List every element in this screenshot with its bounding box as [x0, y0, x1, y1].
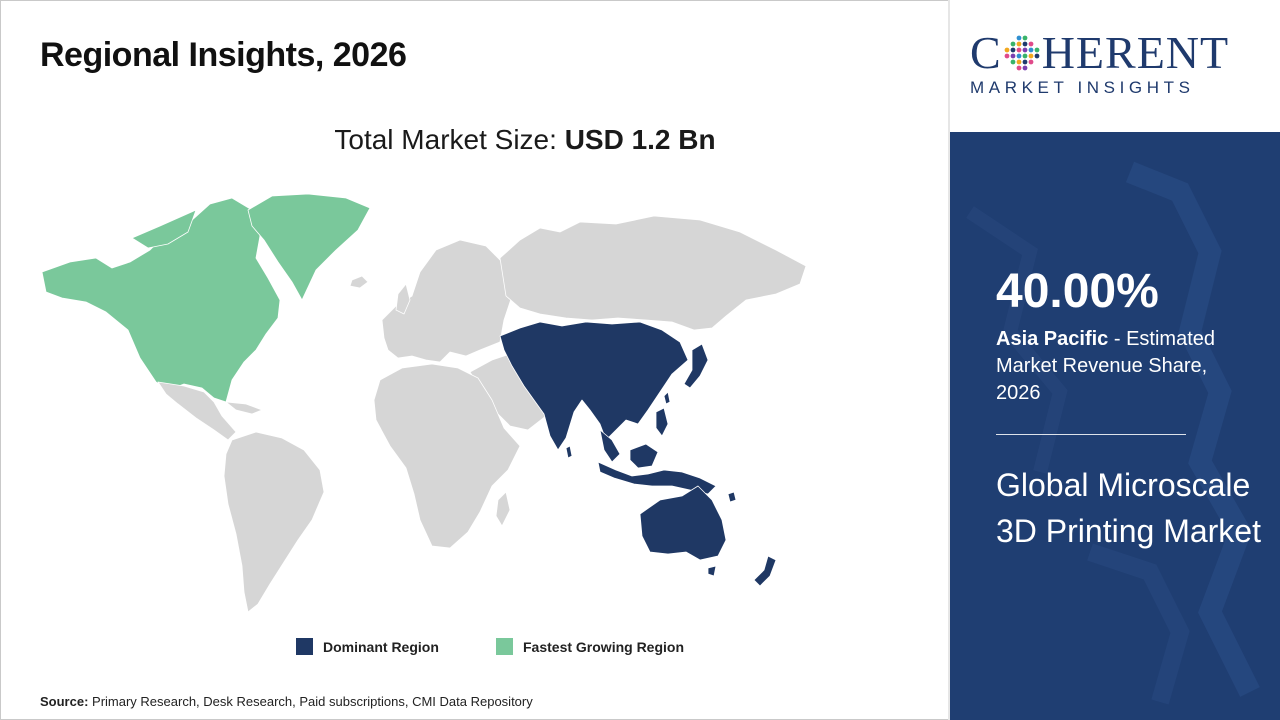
globe-dot [1022, 41, 1028, 47]
region-pacific-islands [727, 491, 737, 503]
region-greenland [247, 193, 371, 301]
region-philippines [655, 407, 669, 437]
globe-dot [1028, 47, 1034, 53]
market-size: Total Market Size: USD 1.2 Bn [0, 124, 1050, 156]
globe-dot [1022, 65, 1028, 71]
world-map [41, 193, 807, 613]
legend-item-fastest: Fastest Growing Region [496, 638, 684, 655]
stat-description-text: - Estimated Market Revenue Share, 2026 [996, 328, 1215, 404]
globe-dot [1016, 35, 1022, 41]
globe-dot [1010, 59, 1016, 65]
globe-dot [1016, 47, 1022, 53]
info-sidebar: C HERENT MARKET INSIGHTS 40.00% Asia Pac… [950, 0, 1280, 720]
brand-subtitle: MARKET INSIGHTS [970, 78, 1195, 97]
map-panel: Regional Insights, 2026 Total Market Siz… [0, 36, 948, 709]
globe-dot [1028, 41, 1034, 47]
stat-value: 40.00% [996, 265, 1159, 318]
source-label: Source: [40, 694, 89, 709]
region-central-america [157, 381, 237, 441]
region-australia [639, 485, 727, 561]
source-note: Source: Primary Research, Desk Research,… [40, 694, 533, 709]
globe-dot [1022, 59, 1028, 65]
legend-swatch-dominant [296, 638, 313, 655]
stat-divider [996, 434, 1186, 435]
region-taiwan [663, 391, 671, 405]
region-caribbean [225, 401, 263, 415]
brand-letters-herent: HERENT [1041, 27, 1230, 78]
globe-dot [1034, 53, 1040, 59]
globe-dot [1004, 47, 1010, 53]
region-asia-mainland [499, 321, 689, 451]
legend: Dominant Region Fastest Growing Region [0, 638, 948, 660]
region-africa [373, 363, 521, 549]
region-madagascar [495, 491, 511, 527]
market-size-label: Total Market Size: [334, 124, 557, 155]
region-borneo [629, 443, 659, 469]
globe-dot [1022, 47, 1028, 53]
brand-letter-c: C [970, 27, 1002, 78]
region-japan [683, 343, 709, 389]
region-southeast-asia [599, 429, 621, 463]
brand-logo: C HERENT MARKET INSIGHTS [950, 0, 1280, 132]
stat-description: Asia Pacific - Estimated Market Revenue … [996, 326, 1256, 407]
page-title: Regional Insights, 2026 [40, 36, 407, 74]
legend-swatch-fastest [496, 638, 513, 655]
region-indonesia [597, 461, 717, 495]
globe-dot [1010, 47, 1016, 53]
legend-label-fastest: Fastest Growing Region [523, 638, 685, 655]
region-new-zealand [753, 555, 777, 587]
region-europe [381, 239, 513, 363]
globe-dot [1004, 53, 1010, 59]
globe-dot [1016, 41, 1022, 47]
region-sri-lanka [565, 445, 573, 459]
region-iceland [349, 275, 369, 289]
globe-dot [1016, 59, 1022, 65]
dotted-globe-icon [1004, 35, 1040, 71]
source-text: Primary Research, Desk Research, Paid su… [92, 694, 533, 709]
stat-region: Asia Pacific [996, 328, 1109, 350]
globe-dot [1016, 65, 1022, 71]
region-arctic-islands [131, 209, 197, 249]
globe-dot [1028, 53, 1034, 59]
market-size-value: USD 1.2 Bn [564, 124, 716, 155]
region-uk [395, 283, 411, 315]
background-map-texture [966, 161, 1260, 705]
brand-wordmark: C HERENT [970, 30, 1229, 76]
globe-dot [1022, 35, 1028, 41]
market-name: Global Microscale 3D Printing Market [996, 467, 1261, 549]
region-russia [499, 215, 807, 331]
globe-dot [1016, 53, 1022, 59]
legend-label-dominant: Dominant Region [323, 638, 439, 655]
globe-dot [1034, 47, 1040, 53]
globe-dot [1028, 59, 1034, 65]
panel-divider [948, 0, 950, 720]
globe-dot [1010, 41, 1016, 47]
region-tasmania [707, 565, 717, 577]
globe-dot [1010, 53, 1016, 59]
globe-dot [1022, 53, 1028, 59]
stat-panel: 40.00% Asia Pacific - Estimated Market R… [950, 132, 1280, 720]
region-south-america [223, 431, 325, 613]
legend-item-dominant: Dominant Region [296, 638, 439, 655]
